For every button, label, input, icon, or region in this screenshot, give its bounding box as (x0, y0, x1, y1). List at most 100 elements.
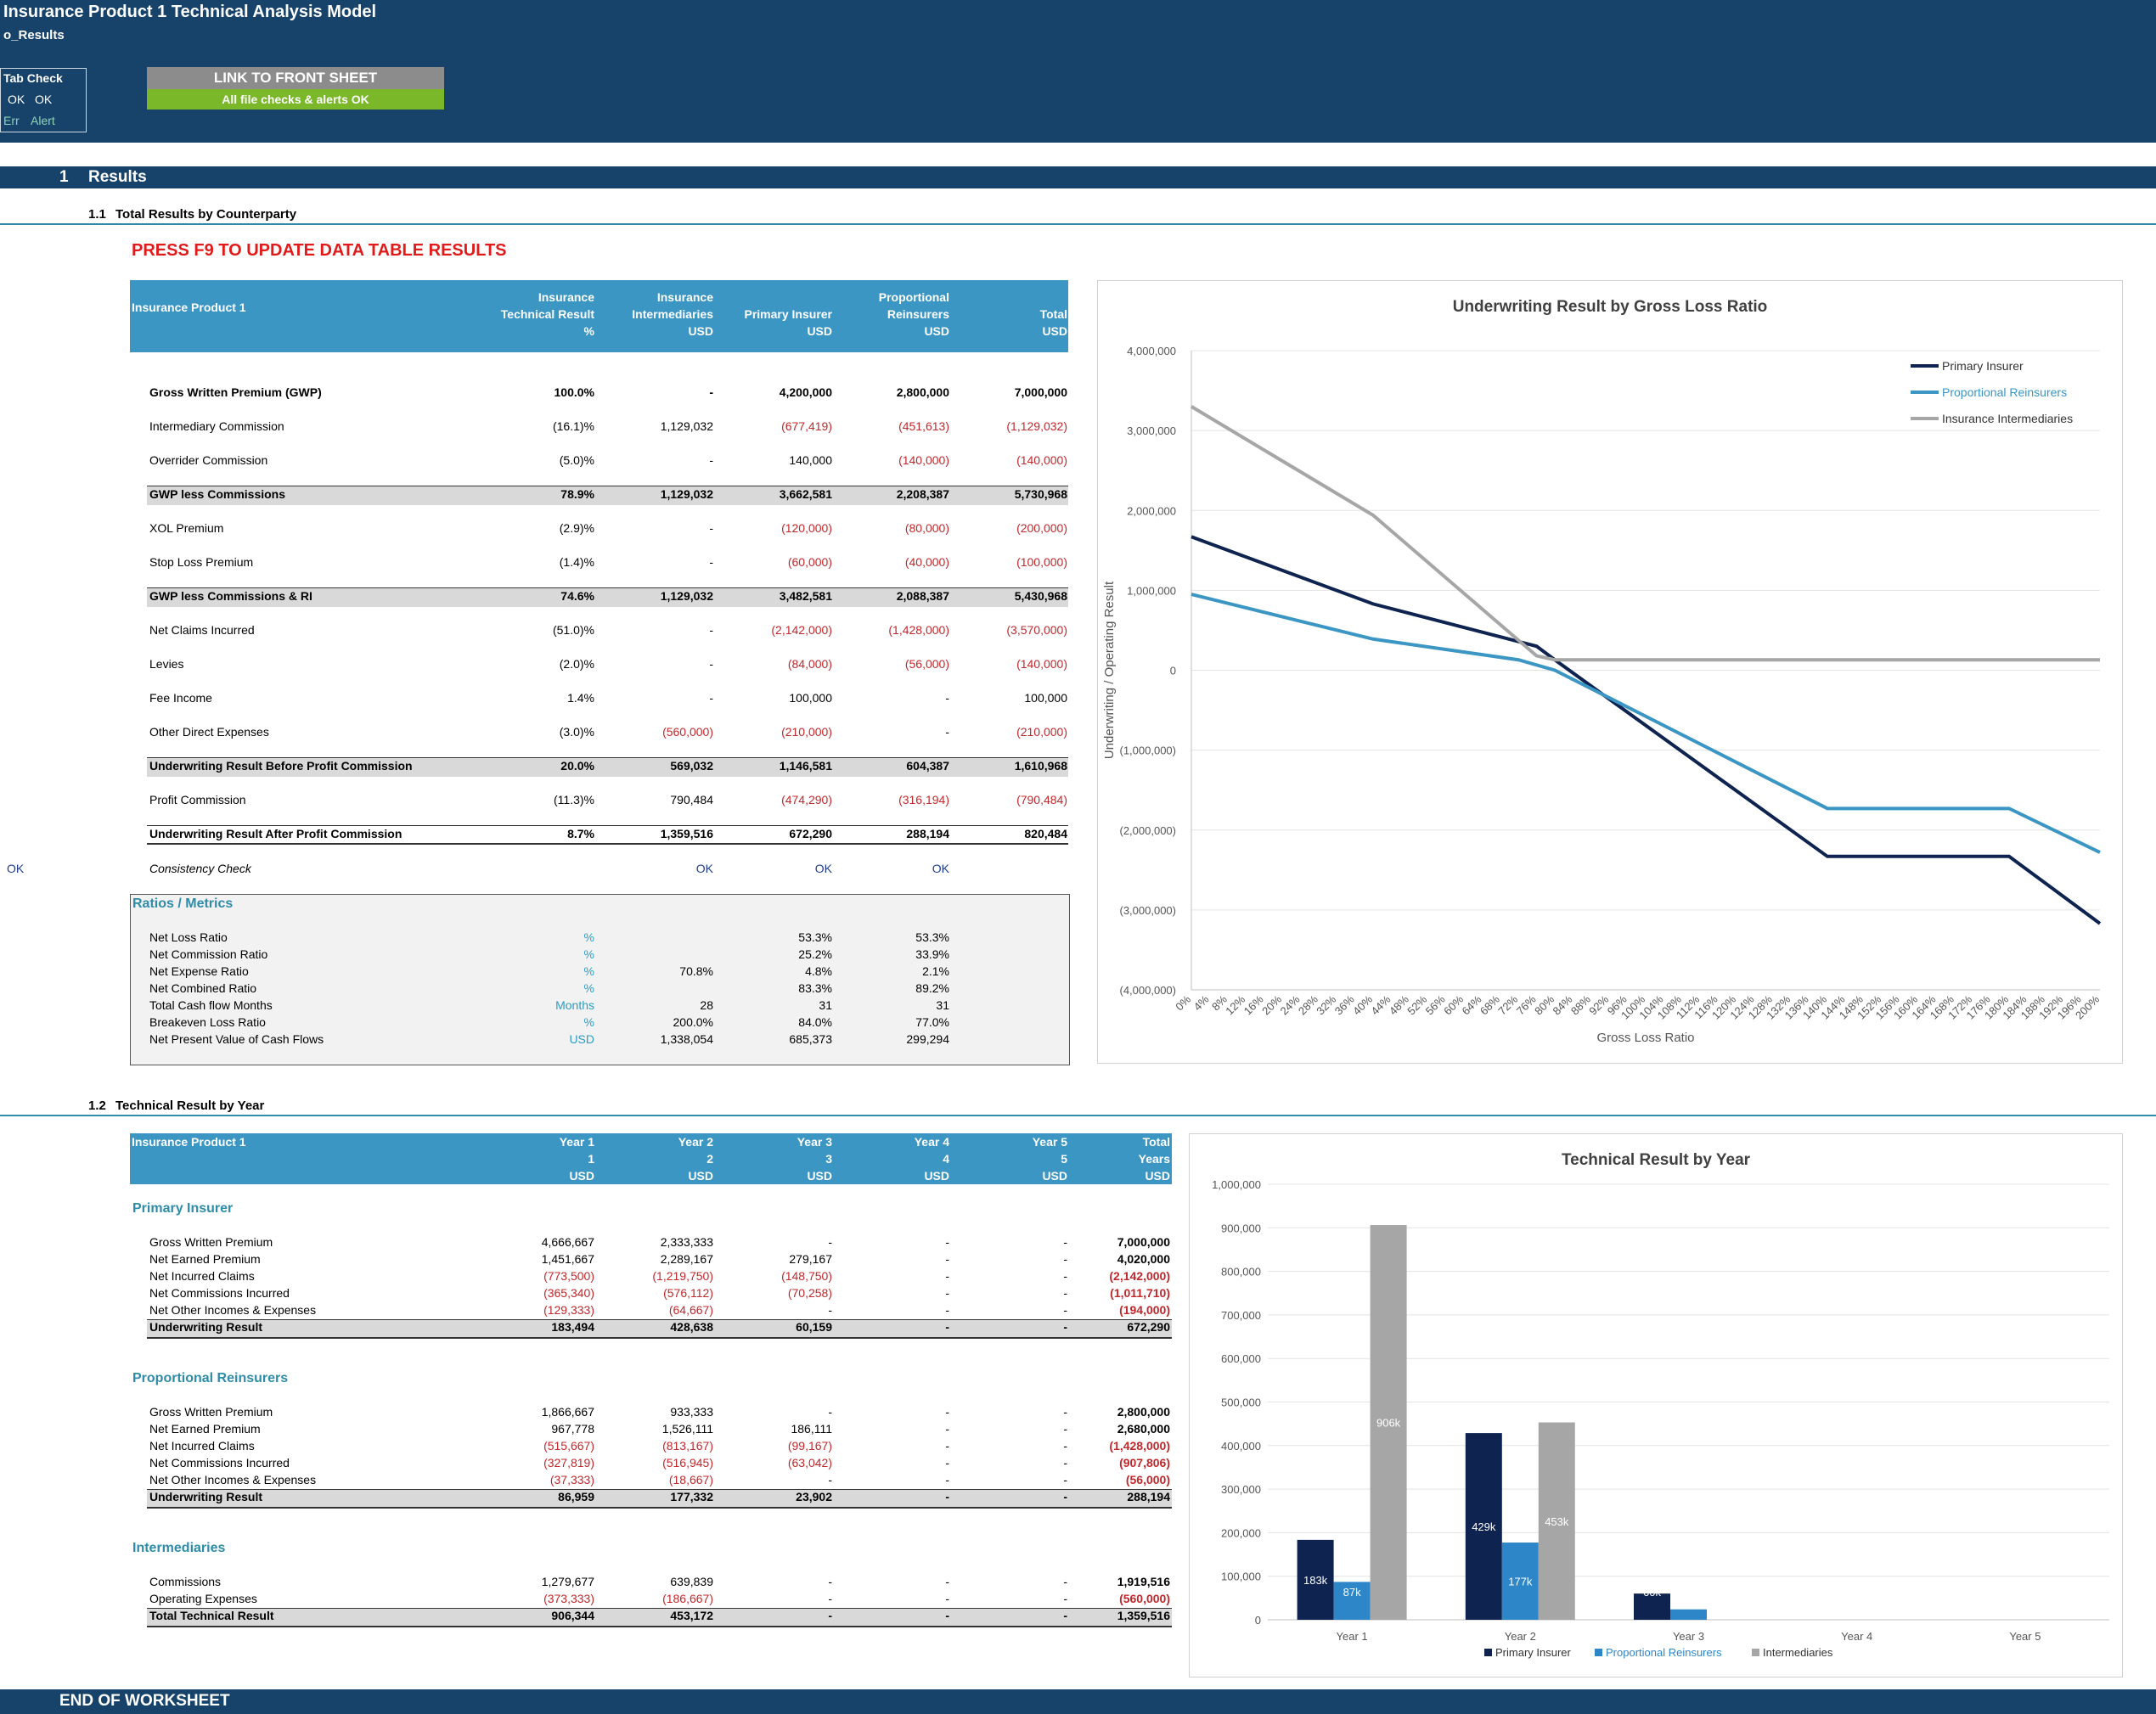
year-total-cell: 453,172 (670, 1609, 713, 1622)
cp-cell: 820,484 (1024, 827, 1067, 840)
tab-check-alert: Alert (31, 114, 55, 127)
subsection-1-2-label: Technical Result by Year (115, 1099, 265, 1113)
year-cell: - (1063, 1235, 1067, 1249)
ratio-label: Net Present Value of Cash Flows (149, 1032, 324, 1046)
cp-cell: (210,000) (781, 725, 832, 739)
cp-header-3-l2: Reinsurers (887, 307, 949, 321)
cp-row-double-rule (147, 825, 1068, 845)
cp-row-label: Underwriting Result Before Profit Commis… (149, 759, 413, 773)
year-cell: 639,839 (670, 1575, 713, 1588)
year-cell: 2,333,333 (660, 1235, 713, 1249)
cp-cell: (140,000) (1016, 657, 1067, 671)
end-of-worksheet-bar: END OF WORKSHEET (0, 1689, 2156, 1714)
cp-row-label: Other Direct Expenses (149, 725, 269, 739)
year-total-cell: 60,159 (796, 1320, 832, 1334)
chart1-ytick: 2,000,000 (1127, 504, 1176, 517)
year-cell: - (945, 1235, 949, 1249)
consistency-label: Consistency Check (149, 862, 251, 875)
cp-table-name: Insurance Product 1 (132, 301, 246, 314)
cp-cell: 1,129,032 (660, 487, 713, 501)
cp-row-label: Underwriting Result After Profit Commiss… (149, 827, 402, 840)
ratio-cell: 89.2% (915, 981, 949, 995)
cp-cell: 790,484 (670, 793, 713, 806)
year-cell: 967,778 (551, 1422, 594, 1436)
end-label: END OF WORKSHEET (59, 1692, 230, 1710)
year-cell: 279,167 (789, 1252, 832, 1266)
year-row-label: Net Other Incomes & Expenses (149, 1473, 317, 1486)
chart1-plot: 4,000,000 3,000,000 2,000,000 1,000,000 0 (1,… (1102, 345, 2102, 1045)
year-row-label: Net Commissions Incurred (149, 1286, 290, 1300)
cp-cell: - (945, 691, 949, 705)
ratio-cell: 84.0% (798, 1015, 832, 1029)
year-cell: (515,667) (543, 1439, 594, 1453)
chart1-ytick: (4,000,000) (1120, 984, 1177, 997)
link-to-front-sheet-button[interactable]: LINK TO FRONT SHEET (147, 67, 444, 89)
year-header-2-l2: 3 (825, 1152, 832, 1166)
year-row-label: Commissions (149, 1575, 222, 1588)
chart1-series-line (1190, 405, 2100, 662)
chart1-ytick: 1,000,000 (1127, 584, 1176, 597)
cp-cell: 20.0% (560, 759, 594, 773)
year-cell: - (945, 1422, 949, 1436)
cp-cell: - (709, 623, 713, 637)
chart1-ytick: 0 (1170, 665, 1176, 677)
year-cell: - (945, 1405, 949, 1419)
chart2-legend-swatch (1484, 1649, 1492, 1656)
chart2-title: Technical Result by Year (1561, 1151, 1751, 1169)
year-cell: - (945, 1252, 949, 1266)
year-cell: (70,258) (787, 1286, 832, 1300)
ratio-unit: % (583, 947, 594, 961)
chart2-bar (1370, 1225, 1407, 1620)
chart2-ytick: 200,000 (1221, 1526, 1261, 1539)
tab-check-ok-2: OK (35, 93, 53, 106)
cp-cell: 569,032 (670, 759, 713, 773)
year-header-4-l1: Year 5 (1032, 1135, 1067, 1149)
cp-cell: (51.0)% (552, 623, 594, 637)
cp-cell: (677,419) (781, 419, 832, 433)
cp-row-label: Profit Commission (149, 793, 246, 806)
year-cell: (186,667) (662, 1592, 713, 1605)
chart2-bar (1465, 1433, 1502, 1620)
chart1-ytick: (1,000,000) (1120, 745, 1177, 757)
cp-cell: 100,000 (1024, 691, 1067, 705)
year-header-0-l2: 1 (588, 1152, 594, 1166)
cp-cell: (2,142,000) (771, 623, 832, 637)
cp-cell: 288,194 (906, 827, 949, 840)
ratio-label: Net Expense Ratio (149, 964, 249, 978)
year-cell: (327,819) (543, 1456, 594, 1470)
year-cell: - (1063, 1592, 1067, 1605)
subsection-1-2-number: 1.2 (88, 1099, 106, 1113)
cp-cell: 1,129,032 (660, 589, 713, 603)
chart2-ytick: 400,000 (1221, 1440, 1261, 1453)
consistency-flag: OK (7, 862, 25, 875)
year-cell: (373,333) (543, 1592, 594, 1605)
year-cell: 4,020,000 (1117, 1252, 1170, 1266)
ratio-label: Breakeven Loss Ratio (149, 1015, 266, 1029)
cp-cell: (140,000) (1016, 453, 1067, 467)
cp-cell: 672,290 (789, 827, 832, 840)
cp-row-highlight (147, 486, 1068, 505)
year-header-3-unit: USD (924, 1169, 949, 1183)
cp-cell: - (945, 725, 949, 739)
cp-cell: - (709, 521, 713, 535)
ratio-cell: 77.0% (915, 1015, 949, 1029)
year-total-cell: - (945, 1490, 949, 1503)
year-cell: - (828, 1592, 832, 1605)
year-row-label: Net Earned Premium (149, 1252, 261, 1266)
year-cell: (576,112) (663, 1286, 713, 1300)
year-row-label: Operating Expenses (149, 1592, 257, 1605)
year-cell: - (828, 1405, 832, 1419)
chart2-legend-swatch (1752, 1649, 1759, 1656)
cp-cell: 74.6% (560, 589, 594, 603)
cp-cell: 78.9% (560, 487, 594, 501)
year-row-label: Net Commissions Incurred (149, 1456, 290, 1470)
chart2-bar (1538, 1422, 1575, 1620)
tab-check-title: Tab Check (3, 71, 63, 85)
year-group-title: Proportional Reinsurers (132, 1371, 289, 1385)
ratio-cell: 2.1% (922, 964, 949, 978)
year-header-5-l1: Total (1142, 1135, 1170, 1149)
chart2-data-label: 429k (1472, 1520, 1496, 1533)
year-cell: 1,919,516 (1117, 1575, 1170, 1588)
cp-cell: - (709, 691, 713, 705)
year-cell: - (828, 1473, 832, 1486)
